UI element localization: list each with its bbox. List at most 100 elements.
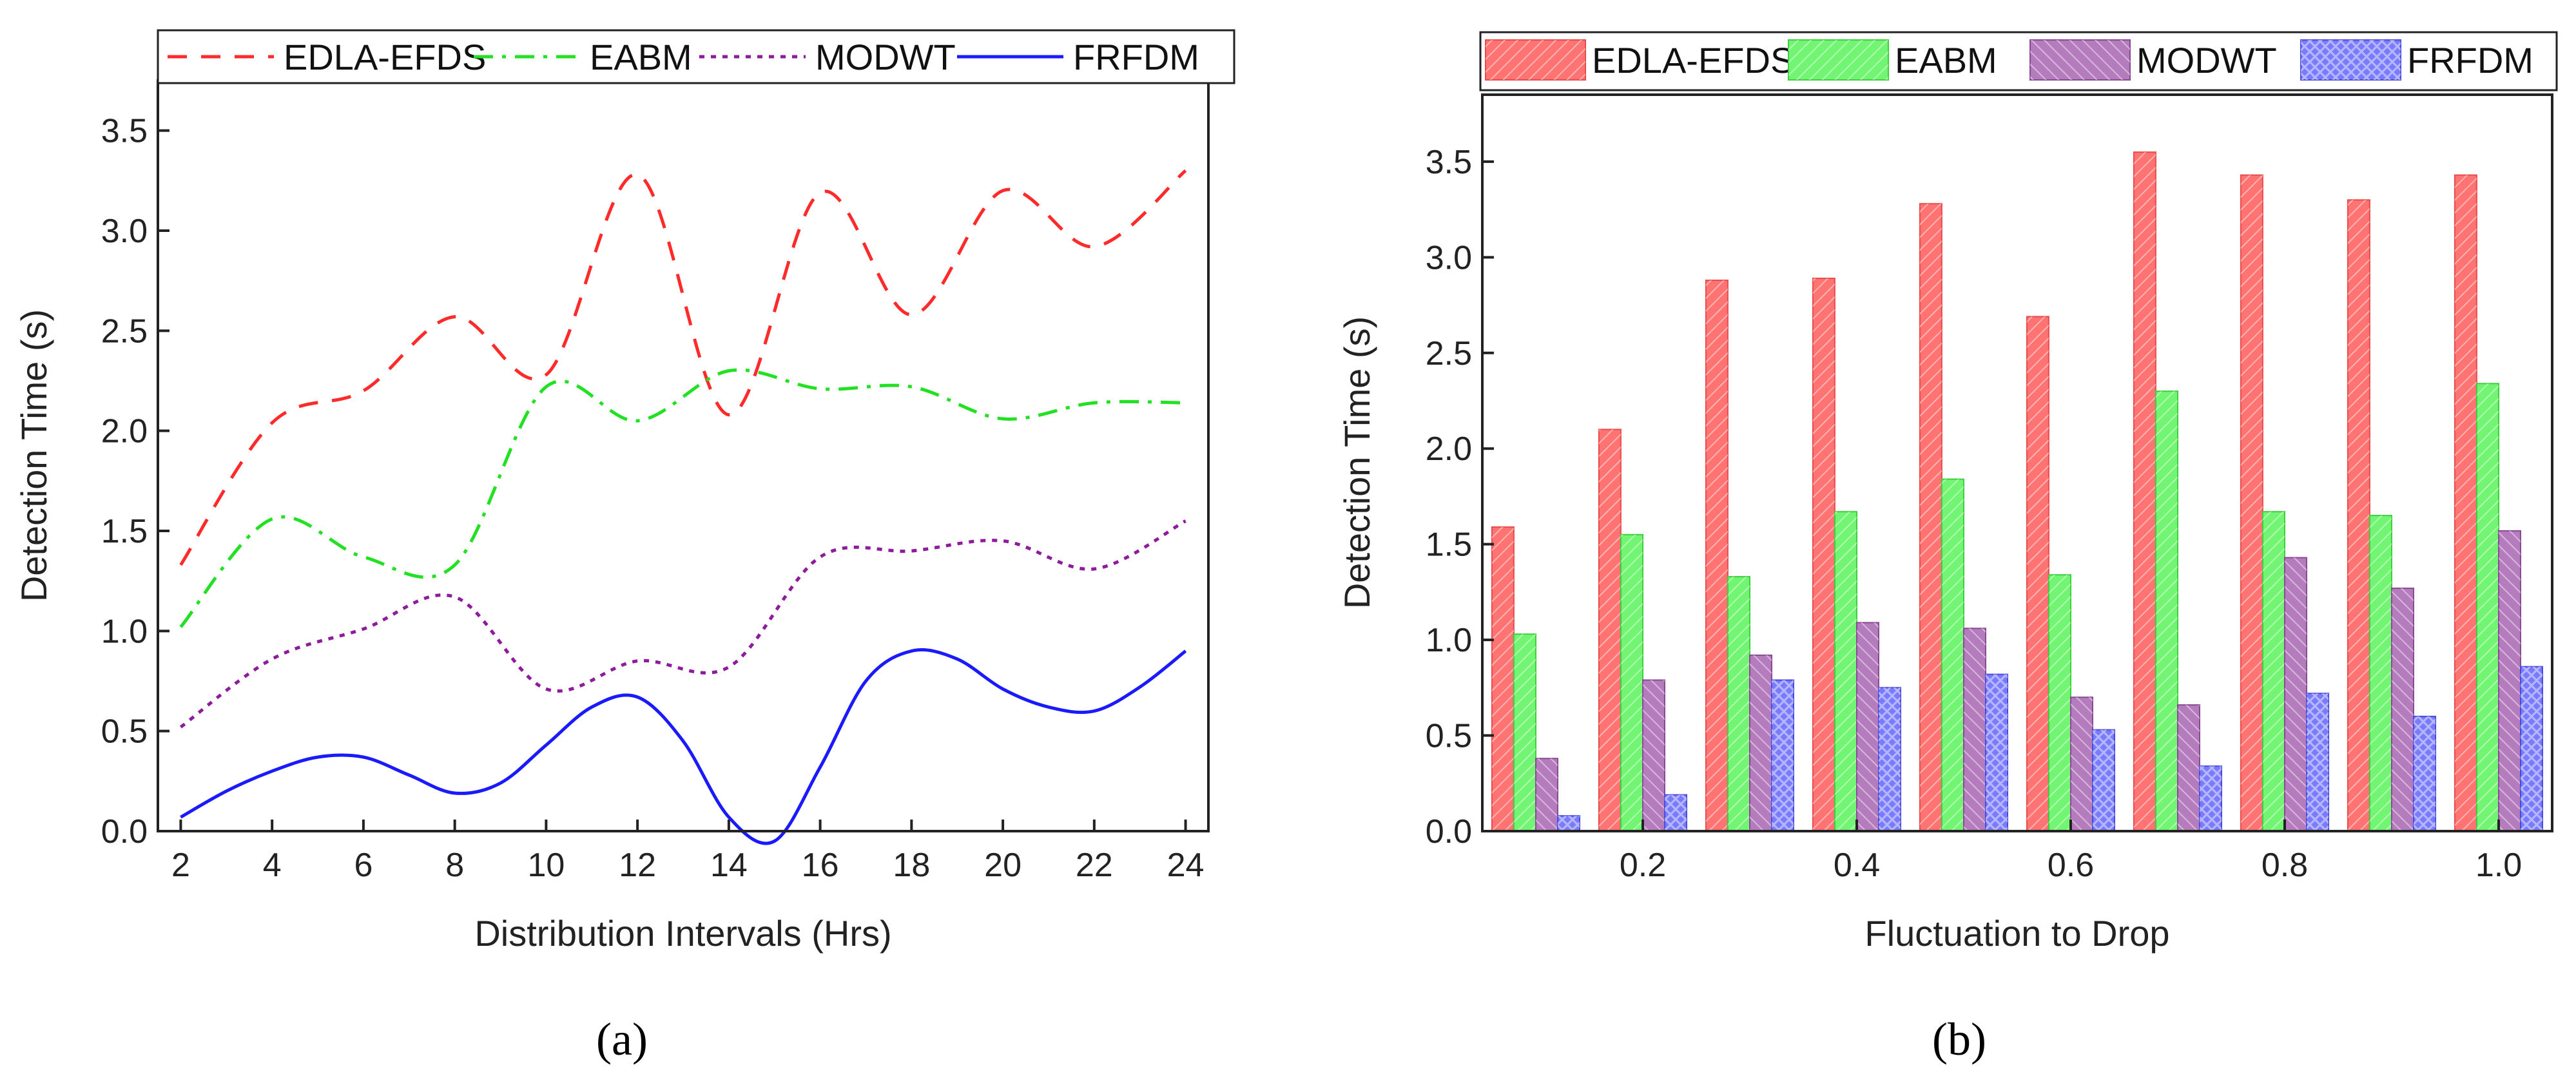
x-tick-label: 12 — [619, 847, 656, 884]
y-tick-label: 0.5 — [1426, 718, 1472, 755]
x-tick-label: 18 — [893, 847, 930, 884]
bar-hatch — [2026, 316, 2049, 831]
bar-hatch — [2263, 512, 2285, 831]
bar-hatch — [2454, 175, 2477, 831]
y-tick-label: 0.0 — [1426, 813, 1472, 850]
bar-hatch — [1643, 680, 1665, 831]
y-tick-label: 3.0 — [1426, 239, 1472, 276]
x-tick-label: 22 — [1076, 847, 1113, 884]
x-tick-label: 16 — [802, 847, 839, 884]
legend-label: EABM — [1895, 40, 1997, 81]
x-tick-label: 0.6 — [2048, 847, 2094, 884]
y-axis-title: Detection Time (s) — [1337, 316, 1377, 609]
x-tick-label: 0.2 — [1620, 847, 1666, 884]
line-series-group — [179, 169, 1187, 845]
bar-hatch — [2307, 693, 2329, 831]
bar-hatch — [1750, 655, 1772, 831]
y-axis-ticks: 0.0 0.5 1.0 1.5 2.0 2.5 3.0 3.5 — [1426, 144, 1494, 850]
bar-hatch — [2071, 697, 2093, 831]
y-axis-ticks: 0.0 0.5 1.0 1.5 2.0 2.5 3.0 3.5 — [101, 113, 169, 850]
series-line-modwt — [179, 519, 1186, 729]
bar-hatch — [1919, 204, 1942, 831]
series-line-edla-efds — [179, 169, 1187, 566]
bar-hatch — [1598, 429, 1621, 831]
series-line-eabm — [179, 368, 1186, 628]
x-tick-label: 0.4 — [1834, 847, 1880, 884]
y-tick-label: 2.0 — [1426, 430, 1472, 468]
bar-hatch — [2392, 588, 2414, 831]
x-axis-ticks: 2 4 6 8 10 12 14 16 18 20 22 24 — [171, 820, 1205, 884]
x-tick-label: 4 — [263, 847, 282, 884]
legend-swatch-hatch — [2301, 40, 2401, 80]
x-tick-label: 20 — [984, 847, 1022, 884]
bar-hatch — [2200, 766, 2222, 831]
bar-hatch — [1812, 278, 1835, 831]
legend: EDLA-EFDS EABM MODWT FRFDM — [157, 29, 1235, 84]
bar-hatch — [2477, 383, 2499, 831]
y-tick-label: 3.0 — [101, 213, 148, 250]
bar-hatch — [1665, 794, 1687, 831]
plot-frame — [1481, 93, 2553, 832]
bar-hatch — [1942, 479, 1964, 831]
bar-hatch — [1964, 628, 1986, 831]
x-tick-label: 6 — [354, 847, 373, 884]
x-axis-title: Distribution Intervals (Hrs) — [474, 913, 891, 954]
legend-label: FRFDM — [2407, 40, 2533, 81]
bar-hatch — [1514, 634, 1536, 831]
legend-label: EDLA-EFDS — [1592, 40, 1794, 81]
bar-hatch — [2285, 557, 2307, 831]
y-tick-label: 1.5 — [1426, 526, 1472, 564]
bar-hatch — [1986, 674, 2008, 831]
y-tick-label: 2.0 — [101, 413, 148, 450]
y-tick-label: 3.5 — [101, 113, 148, 150]
y-tick-label: 3.5 — [1426, 144, 1472, 181]
series-line-frfdm — [180, 648, 1187, 845]
x-tick-label: 14 — [710, 847, 748, 884]
bar-hatch — [2347, 200, 2370, 831]
x-tick-label: 2 — [171, 847, 190, 884]
bar-hatch — [1857, 622, 1879, 831]
bar-hatch — [2093, 729, 2115, 831]
y-tick-label: 2.5 — [1426, 335, 1472, 372]
x-tick-label: 1.0 — [2475, 847, 2522, 884]
y-axis-title: Detection Time (s) — [14, 309, 54, 602]
legend-label: MODWT — [815, 37, 956, 77]
bar-hatch — [1835, 512, 1857, 831]
bar-hatch — [2499, 530, 2521, 831]
x-tick-label: 10 — [527, 847, 565, 884]
legend-swatch-hatch — [1788, 40, 1888, 80]
bar-hatch — [1772, 680, 1794, 831]
bar-hatch — [2133, 152, 2156, 832]
bar-hatch — [1558, 816, 1580, 831]
legend-label: EABM — [590, 37, 692, 77]
plot-frame — [157, 79, 1210, 832]
y-tick-label: 1.5 — [101, 513, 148, 550]
bar-hatch — [2156, 391, 2178, 831]
bar-series-group — [1491, 151, 2543, 832]
x-tick-label: 0.8 — [2261, 847, 2308, 884]
y-tick-label: 1.0 — [1426, 622, 1472, 659]
legend-swatch-hatch — [1486, 40, 1585, 80]
bar-hatch — [1621, 534, 1643, 831]
bar-hatch — [1728, 577, 1750, 831]
bar-hatch — [2049, 575, 2071, 831]
caption-b: (b) — [1932, 1013, 1986, 1065]
legend-label: MODWT — [2136, 40, 2277, 81]
bar-hatch — [1491, 527, 1514, 831]
bar-hatch — [1705, 280, 1728, 831]
bar-hatch — [1536, 758, 1558, 831]
y-tick-label: 0.0 — [101, 813, 148, 850]
x-axis-title: Fluctuation to Drop — [1864, 913, 2169, 954]
bar-hatch — [2521, 666, 2542, 831]
y-tick-label: 2.5 — [101, 312, 148, 350]
caption-a: (a) — [596, 1013, 648, 1065]
bar-chart-panel: 0.0 0.5 1.0 1.5 2.0 2.5 3.0 3.5 0.2 0.4 0.6 0.8 1.0… — [1337, 31, 2558, 954]
bar-hatch — [2178, 705, 2200, 831]
x-tick-label: 8 — [445, 847, 464, 884]
x-tick-label: 24 — [1167, 847, 1205, 884]
y-tick-label: 1.0 — [101, 613, 148, 650]
x-axis-ticks: 0.2 0.4 0.6 0.8 1.0 — [1620, 820, 2522, 884]
bar-hatch — [2414, 716, 2436, 831]
legend-label: FRFDM — [1073, 37, 1199, 77]
